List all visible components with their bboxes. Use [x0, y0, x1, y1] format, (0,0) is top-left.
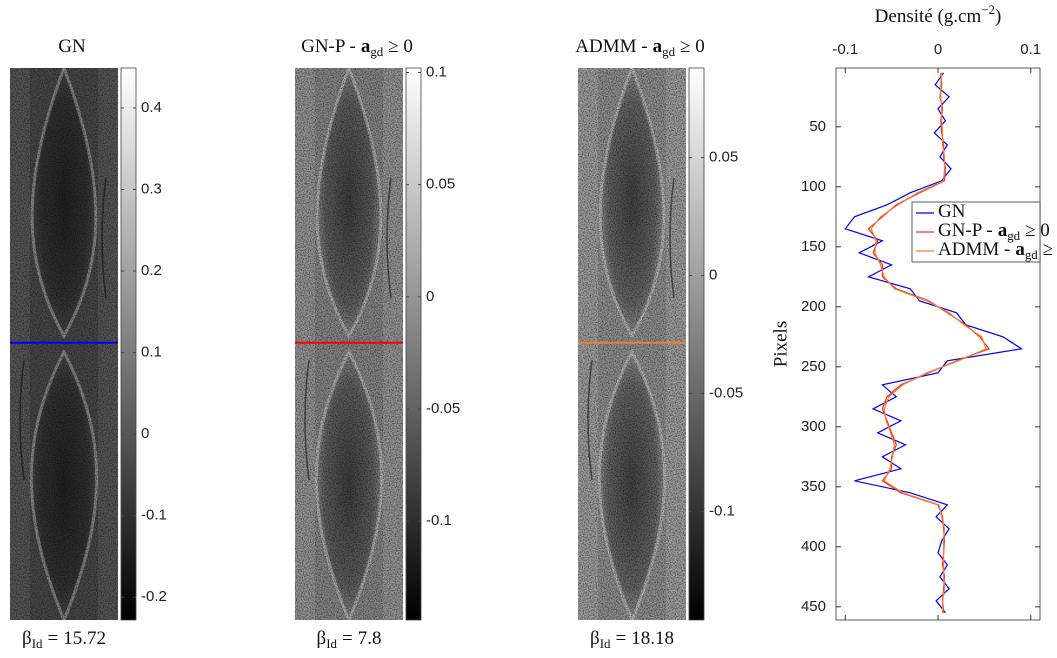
- projection-image: [10, 63, 118, 624]
- text-part: gd: [370, 44, 383, 59]
- image-grain: [10, 68, 118, 620]
- text-part: GN: [938, 201, 966, 222]
- text-part: =: [47, 628, 58, 649]
- colorbar-tick-label: 0.1: [141, 344, 162, 361]
- text-part: ADMM -: [575, 36, 647, 57]
- legend-label: GN: [938, 201, 966, 222]
- text-part: ADMM -: [938, 239, 1010, 260]
- text-part: 18.18: [631, 628, 674, 649]
- projection-image: [578, 63, 686, 624]
- colorbar-tick-label: 0: [709, 267, 717, 284]
- colorbar-tick-label: -0.05: [709, 385, 743, 402]
- colorbar-tick-label: -0.1: [426, 512, 452, 529]
- text-part: ≥ 0: [680, 36, 705, 57]
- profile-series: [870, 72, 987, 613]
- text-part: GN: [58, 36, 86, 57]
- text-part: −2: [981, 2, 995, 17]
- colorbar-tick-label: 0.4: [141, 99, 162, 116]
- colorbar-tick-label: 0.05: [709, 149, 738, 166]
- plot-area: [836, 68, 1040, 620]
- text-part: Id: [32, 636, 43, 651]
- colorbar-tick-label: -0.1: [709, 502, 735, 519]
- panel-title: ADMM - agd ≥ 0: [575, 36, 704, 59]
- colorbar: [120, 67, 137, 621]
- legend-label: GN-P - agd ≥ 0: [938, 220, 1050, 243]
- y-tick-label: 50: [809, 118, 826, 135]
- text-part: gd: [662, 44, 675, 59]
- x-tick-label: 0.1: [1020, 41, 1041, 58]
- x-tick-label: 0: [934, 41, 942, 58]
- text-part: gd: [1007, 228, 1020, 243]
- colorbar-tick-label: -0.05: [426, 400, 460, 417]
- text-part: 7.8: [358, 628, 382, 649]
- text-part: =: [615, 628, 626, 649]
- x-tick-label: -0.1: [832, 41, 858, 58]
- image-grain: [578, 68, 686, 620]
- text-part: β: [317, 628, 327, 649]
- colorbar-tick-label: 0.2: [141, 262, 162, 279]
- text-part: β: [590, 628, 600, 649]
- text-part: Densité (g.cm: [875, 6, 982, 27]
- text-part: ): [995, 6, 1001, 27]
- projection-image: [295, 63, 403, 624]
- colorbar-tick-label: 0.1: [426, 63, 447, 80]
- y-tick-label: 200: [801, 298, 826, 315]
- text-part: =: [342, 628, 353, 649]
- colorbar-tick-label: -0.2: [141, 588, 167, 605]
- panel-title: GN: [58, 36, 86, 57]
- colorbar-tick-label: 0: [426, 288, 434, 305]
- y-tick-label: 250: [801, 358, 826, 375]
- colorbar-tick-label: 0.3: [141, 180, 162, 197]
- y-tick-label: 350: [801, 478, 826, 495]
- y-tick-label: 400: [801, 538, 826, 555]
- text-part: gd: [1025, 247, 1038, 262]
- text-part: a: [998, 220, 1008, 241]
- colorbar-tick-label: 0.05: [426, 176, 455, 193]
- y-tick-label: 450: [801, 598, 826, 615]
- text-part: a: [1015, 239, 1025, 260]
- text-part: a: [361, 36, 371, 57]
- colorbar: [688, 67, 705, 621]
- image-grain: [295, 68, 403, 620]
- x-axis-title: Densité (g.cm−2): [875, 2, 1002, 27]
- y-tick-label: 100: [801, 178, 826, 195]
- panel-caption: βId = 18.18: [590, 628, 674, 651]
- text-part: GN-P -: [301, 36, 356, 57]
- colorbar: [405, 67, 422, 621]
- colorbar-tick-label: -0.1: [141, 507, 167, 524]
- text-part: ≥ 0: [1043, 239, 1057, 260]
- legend-label: ADMM -agd ≥ 0: [938, 239, 1057, 262]
- text-part: Id: [600, 636, 611, 651]
- text-part: ≥ 0: [1025, 220, 1050, 241]
- colorbar-tick-label: 0: [141, 425, 149, 442]
- text-part: β: [22, 628, 32, 649]
- text-part: 15.72: [63, 628, 106, 649]
- text-part: ≥ 0: [388, 36, 413, 57]
- text-part: GN-P -: [938, 220, 993, 241]
- panel-title: GN-P - agd ≥ 0: [301, 36, 413, 59]
- text-part: a: [653, 36, 663, 57]
- y-axis-title: Pixels: [770, 321, 791, 367]
- y-tick-label: 150: [801, 238, 826, 255]
- y-tick-label: 300: [801, 418, 826, 435]
- text-part: Id: [326, 636, 337, 651]
- panel-caption: βId = 7.8: [317, 628, 382, 651]
- panel-caption: βId = 15.72: [22, 628, 106, 651]
